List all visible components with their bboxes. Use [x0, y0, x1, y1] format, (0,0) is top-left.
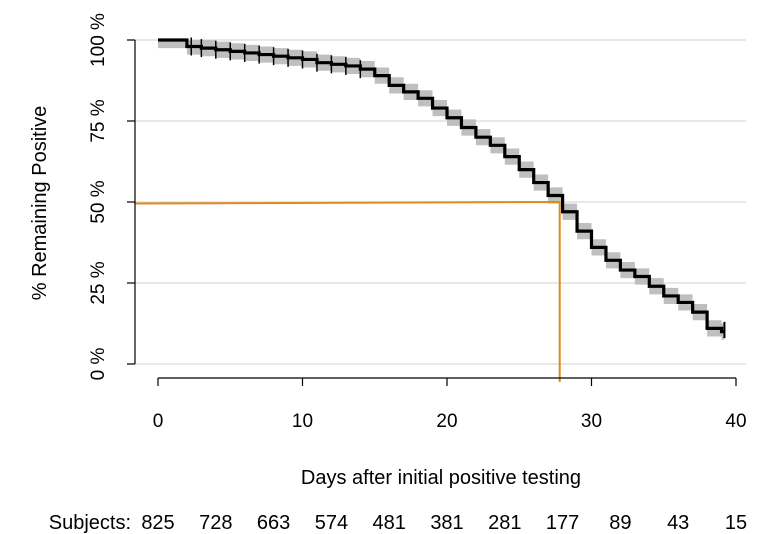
- survival-curve: [158, 38, 726, 339]
- x-axis-title: Days after initial positive testing: [301, 467, 581, 489]
- risk-count: 15: [725, 512, 747, 534]
- risk-count: 728: [199, 512, 232, 534]
- risk-count: 481: [373, 512, 406, 534]
- x-tick-label: 40: [725, 411, 746, 432]
- confidence-band: [158, 40, 725, 340]
- risk-count: 43: [667, 512, 689, 534]
- risk-count: 381: [430, 512, 463, 534]
- y-tick-label: 75 %: [88, 99, 109, 142]
- risk-count: 177: [546, 512, 579, 534]
- y-axis-title: % Remaining Positive: [29, 106, 51, 301]
- y-tick-label: 100 %: [88, 13, 109, 67]
- median-horizontal-line: [134, 201, 560, 205]
- censor-marks: [190, 37, 362, 79]
- x-tick-label: 20: [436, 411, 457, 432]
- x-tick-label: 30: [581, 411, 602, 432]
- axes: [134, 40, 736, 379]
- y-tick-label: 0 %: [88, 348, 109, 381]
- y-tick-label: 25 %: [88, 261, 109, 304]
- survival-line: [158, 38, 725, 334]
- median-marker: [134, 201, 561, 382]
- risk-count: 574: [315, 512, 348, 534]
- risk-count: 281: [488, 512, 521, 534]
- risk-count: 89: [609, 512, 631, 534]
- x-tick-label: 10: [292, 411, 313, 432]
- risk-count: 825: [141, 512, 174, 534]
- risk-table-label: Subjects:: [49, 512, 131, 534]
- risk-table: Subjects: 825 728 663 574 481 381 281 177 89 43 15: [49, 512, 747, 534]
- x-axis-ticks: 0 10 20 30 40: [153, 378, 747, 432]
- x-tick-label: 0: [153, 411, 164, 432]
- risk-count: 663: [257, 512, 290, 534]
- ci-band: [158, 40, 725, 340]
- y-tick-label: 50 %: [88, 180, 109, 223]
- y-axis-ticks: 0 % 25 % 50 % 75 % 100 %: [88, 13, 135, 380]
